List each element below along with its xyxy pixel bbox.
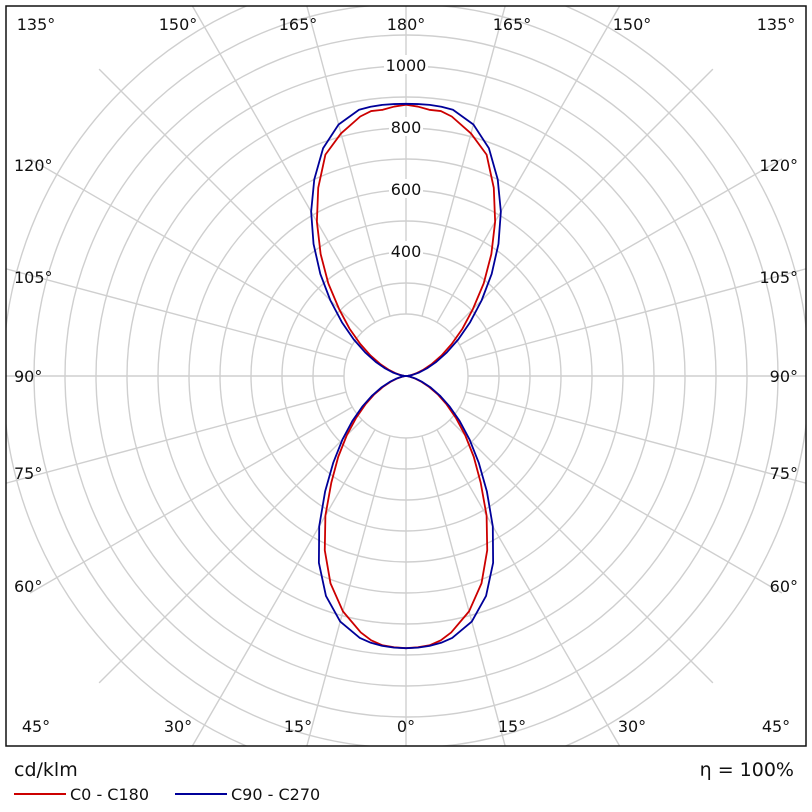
angle-label-top: 135°: [17, 15, 56, 34]
radial-tick-labels: 400 600 800 1000: [384, 55, 428, 261]
angle-label-top: 150°: [613, 15, 652, 34]
legend-label-c0-c180: C0 - C180: [70, 785, 149, 804]
radial-tick-bg: [384, 55, 428, 74]
grid-spoke: [449, 68, 714, 333]
angle-label-left: 120°: [14, 156, 53, 175]
angle-label-right: 90°: [770, 367, 798, 386]
angle-label-bottom: 30°: [164, 717, 192, 736]
angle-label-left: 90°: [14, 367, 42, 386]
radial-tick-bg: [389, 117, 423, 136]
grid-spoke: [436, 6, 621, 323]
radial-tick-label: 800: [391, 118, 422, 137]
angle-label-top: 180°: [387, 15, 426, 34]
grid-spoke: [98, 68, 363, 333]
angle-label-left: 75°: [14, 464, 42, 483]
radial-tick-bg: [389, 241, 423, 260]
radial-tick-bg: [389, 179, 423, 198]
angle-label-left: 105°: [14, 268, 53, 287]
grid-spoke: [459, 158, 783, 346]
grid-spoke: [306, 435, 391, 746]
angle-label-bottom: 15°: [284, 717, 312, 736]
angle-label-right: 120°: [759, 156, 798, 175]
angle-label-right: 60°: [770, 577, 798, 596]
grid-spoke: [449, 419, 714, 684]
grid-spoke: [459, 406, 783, 594]
grid-spoke: [29, 158, 353, 346]
legend: C0 - C180 C90 - C270: [14, 785, 320, 804]
grid-spoke: [306, 6, 391, 317]
angle-label-right: 105°: [759, 268, 798, 287]
grid-spoke: [6, 268, 347, 361]
series-lines: [310, 102, 502, 650]
radial-tick-label: 600: [391, 180, 422, 199]
angle-label-top: 165°: [279, 15, 318, 34]
unit-label: cd/klm: [14, 759, 78, 781]
grid-spoke: [6, 391, 347, 484]
angle-label-top: 135°: [757, 15, 796, 34]
radial-tick-label: 1000: [386, 56, 427, 75]
angle-label-bottom: 45°: [762, 717, 790, 736]
legend-label-c90-c270: C90 - C270: [231, 785, 320, 804]
radial-tick-label: 400: [391, 242, 422, 261]
series-line-c90-c270: [310, 102, 502, 650]
angle-label-right: 75°: [770, 464, 798, 483]
grid-spoke: [191, 429, 376, 746]
grid-spoke: [29, 406, 353, 594]
angle-labels: 135° 150° 165° 180° 165° 150° 135° 45° 30° 15° 0° 1…: [14, 15, 798, 736]
grid-spoke: [436, 429, 621, 746]
angle-label-bottom: 15°: [498, 717, 526, 736]
grid-spoke: [465, 391, 806, 484]
grid-spoke: [465, 268, 806, 361]
angle-label-bottom: 30°: [618, 717, 646, 736]
efficiency-label: η = 100%: [700, 759, 794, 781]
grid-spoke: [421, 435, 506, 746]
angle-label-top: 150°: [159, 15, 198, 34]
angle-label-top: 165°: [493, 15, 532, 34]
angle-label-bottom: 45°: [22, 717, 50, 736]
plot-frame: [5, 5, 807, 747]
angle-label-left: 60°: [14, 577, 42, 596]
angle-label-bottom: 0°: [397, 717, 415, 736]
grid-spoke: [191, 6, 376, 323]
grid-spoke: [98, 419, 363, 684]
grid-spoke: [421, 6, 506, 317]
